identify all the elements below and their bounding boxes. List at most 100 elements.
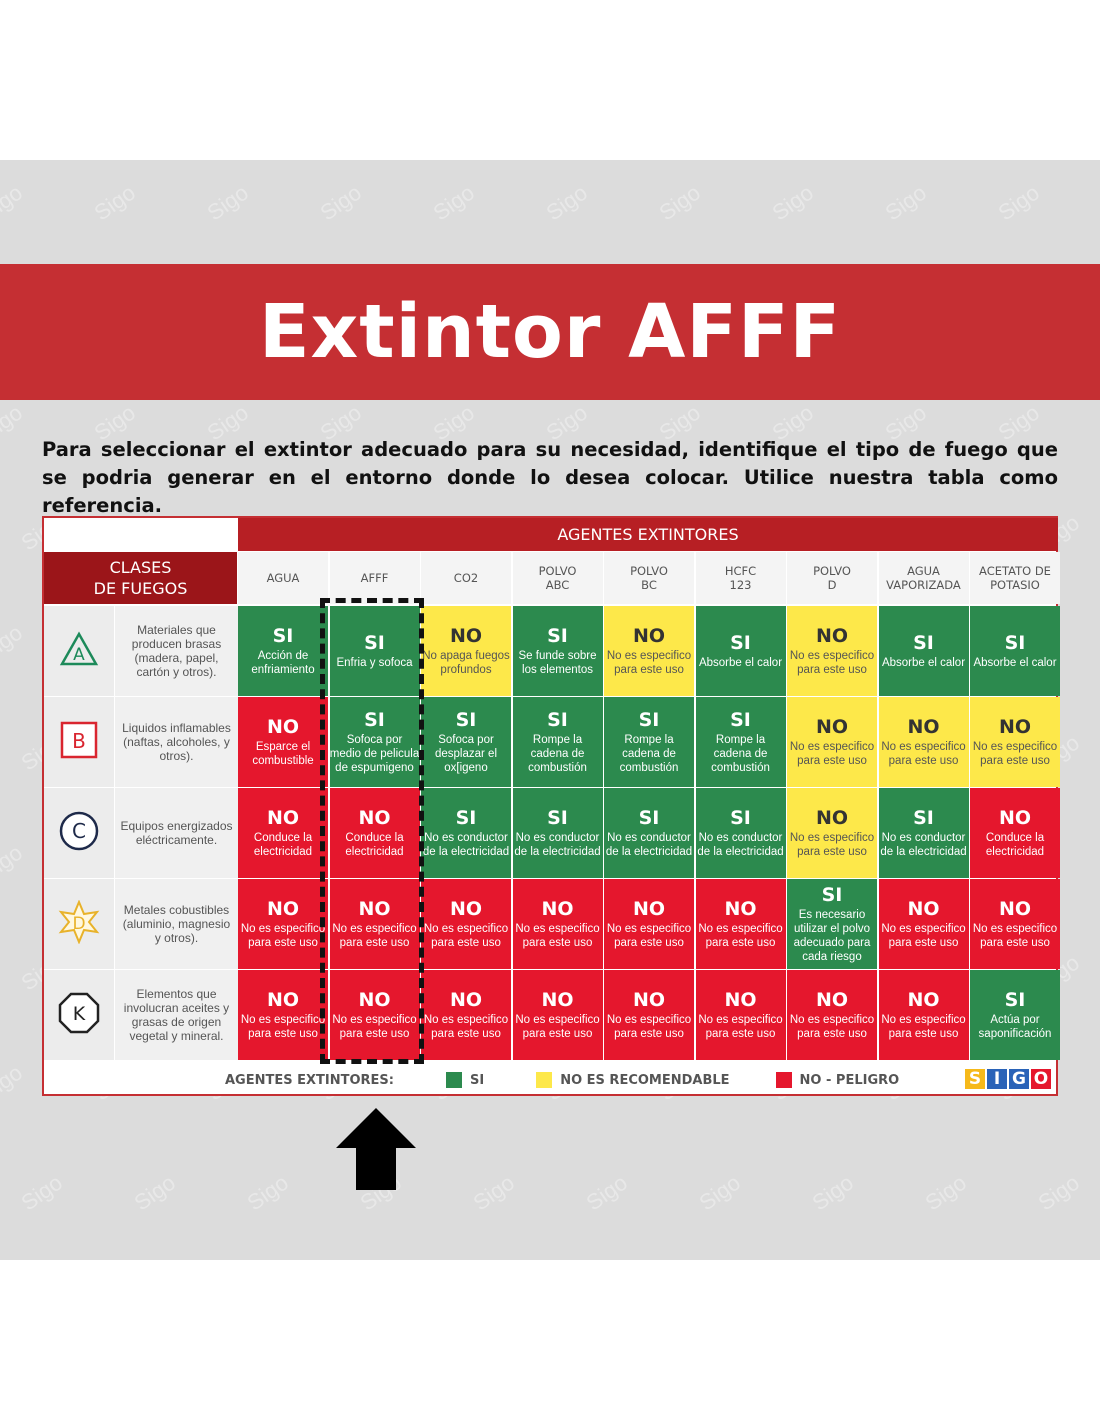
rating-cell: NO No es especifico para este uso (878, 879, 969, 969)
rating-cell: NO No es especifico para este uso (329, 970, 420, 1060)
square-icon: B (60, 721, 98, 763)
svg-text:D: D (72, 914, 85, 934)
rating-cell: SI Rompe la cadena de combustión (695, 697, 786, 787)
legend-label: AGENTES EXTINTORES: (225, 1072, 394, 1088)
rating-cell: NO No es especifico para este uso (970, 697, 1060, 787)
logo-letter: O (1030, 1068, 1052, 1090)
legend: AGENTES EXTINTORES: SI NO ES RECOMENDABL… (44, 1066, 1056, 1094)
rating-value: NO (998, 715, 1032, 738)
rating-cell: NO No es especifico para este uso (421, 879, 511, 969)
rating-cell: SI No es conductor de la electricidad (604, 788, 694, 878)
rating-value: NO (815, 988, 849, 1011)
rating-note: No es especifico para este uso (789, 740, 875, 767)
rating-value: NO (541, 988, 574, 1011)
watermark: Sigo (694, 1169, 745, 1216)
rating-note: Absorbe el calor (881, 656, 966, 669)
rating-cell: NO No es especifico para este uso (604, 970, 694, 1060)
rating-note: Conduce la electricidad (345, 831, 404, 858)
rating-value: NO (998, 806, 1032, 829)
legend-peligro-swatch (775, 1072, 792, 1088)
svg-text:B: B (72, 729, 86, 753)
rating-cell: NO No es especifico para este uso (787, 606, 877, 696)
star-icon: D (57, 899, 101, 948)
fire-class-a-cell: A (44, 606, 114, 696)
watermark: Sigo (202, 179, 253, 226)
rating-note: Sofoca por desplazar el ox[igeno (434, 733, 497, 774)
rating-cell: SI No es conductor de la electricidad (512, 788, 603, 878)
watermark: Sigo (1033, 1169, 1084, 1216)
fire-class-k-cell: K (44, 970, 114, 1060)
rating-value: NO (907, 897, 940, 920)
watermark: Sigo (807, 1169, 858, 1216)
rating-value: NO (632, 988, 666, 1011)
legend-peligro-label: NO - PELIGRO (799, 1072, 900, 1088)
rating-value: NO (449, 897, 483, 920)
rating-note: Se funde sobre los elementos (518, 649, 597, 676)
classes-header-line: CLASES (109, 558, 172, 577)
column-header-line: POTASIO (990, 578, 1040, 592)
watermark: Sigo (0, 179, 27, 226)
rating-cell: SI Sofoca por desplazar el ox[igeno (421, 697, 511, 787)
fire-class-table: AGENTES EXTINTORES CLASES DE FUEGOS AGEN… (42, 516, 1060, 1096)
column-header-polvo-d: POLVO D (787, 552, 877, 604)
rating-note: No es especifico para este uso (972, 740, 1058, 767)
svg-text:K: K (73, 1003, 86, 1025)
rating-note: No es especifico para este uso (240, 1013, 326, 1040)
watermark: Sigo (654, 179, 705, 226)
rating-cell: NO No es especifico para este uso (878, 697, 969, 787)
rating-cell: SI Rompe la cadena de combustión (512, 697, 603, 787)
rating-note: Sofoca por medio de pelicula de espumige… (329, 733, 420, 774)
rating-note: No apaga fuegos profundos (422, 649, 510, 676)
rating-value: NO (358, 897, 391, 920)
rating-value: NO (724, 897, 757, 920)
rating-note: No es especifico para este uso (515, 922, 600, 949)
sigo-logo: S I G O (964, 1068, 1052, 1090)
rating-value: NO (266, 806, 300, 829)
agents-header: AGENTES EXTINTORES (238, 518, 1058, 551)
rating-value: NO (998, 897, 1032, 920)
rating-note: No es especifico para este uso (789, 649, 875, 676)
rating-note: No es especifico para este uso (423, 1013, 509, 1040)
rating-cell: SI Sofoca por medio de pelicula de espumi… (329, 697, 420, 787)
column-header-line: POLVO (813, 564, 851, 578)
rating-cell: SI Enfria y sofoca (329, 606, 420, 696)
rating-cell: NO No es especifico para este uso (238, 879, 328, 969)
rating-note: No es especifico para este uso (881, 740, 966, 767)
rating-note: No es especifico para este uso (606, 1013, 692, 1040)
rating-value: SI (913, 806, 934, 829)
rating-cell: NO No es especifico para este uso (604, 606, 694, 696)
rating-note: Es necesario utilizar el polvo adecuado … (793, 908, 871, 963)
logo-letter: I (986, 1068, 1008, 1090)
rating-cell: SI No es conductor de la electricidad (421, 788, 511, 878)
column-header-line: VAPORIZADA (886, 578, 961, 592)
rating-note: No es especifico para este uso (789, 1013, 875, 1040)
rating-note: No es especifico para este uso (515, 1013, 600, 1040)
rating-cell: NO Conduce la electricidad (238, 788, 328, 878)
watermark: Sigo (428, 179, 479, 226)
rating-value: NO (449, 624, 483, 647)
column-header-afff: AFFF (329, 552, 420, 604)
rating-value: NO (907, 715, 940, 738)
rating-note: Absorbe el calor (973, 656, 1057, 669)
column-header-co2: CO2 (421, 552, 511, 604)
rating-cell: NO No es especifico para este uso (238, 970, 328, 1060)
rating-value: NO (632, 624, 666, 647)
rating-note: No es conductor de la electricidad (605, 831, 693, 858)
rating-value: SI (730, 806, 751, 829)
rating-cell: SI Se funde sobre los elementos (512, 606, 603, 696)
rating-note: Rompe la cadena de combustión (619, 733, 679, 774)
legend-no-recomendable-swatch (536, 1072, 553, 1088)
fire-class-c-cell: C (44, 788, 114, 878)
column-header-acetato-de-potasio: ACETATO DE POTASIO (970, 552, 1060, 604)
fire-class-description: Liquidos inflamables (naftas, alcoholes,… (115, 697, 238, 787)
rating-note: No es especifico para este uso (606, 922, 692, 949)
rating-value: SI (913, 631, 934, 654)
rating-note: No es conductor de la electricidad (422, 831, 510, 858)
watermark: Sigo (16, 1169, 67, 1216)
rating-value: SI (638, 806, 660, 829)
legend-si-swatch (446, 1072, 462, 1088)
column-header-line: AGUA (266, 571, 300, 585)
rating-value: NO (815, 806, 849, 829)
rating-cell: SI Absorbe el calor (695, 606, 786, 696)
watermark: Sigo (993, 179, 1044, 226)
